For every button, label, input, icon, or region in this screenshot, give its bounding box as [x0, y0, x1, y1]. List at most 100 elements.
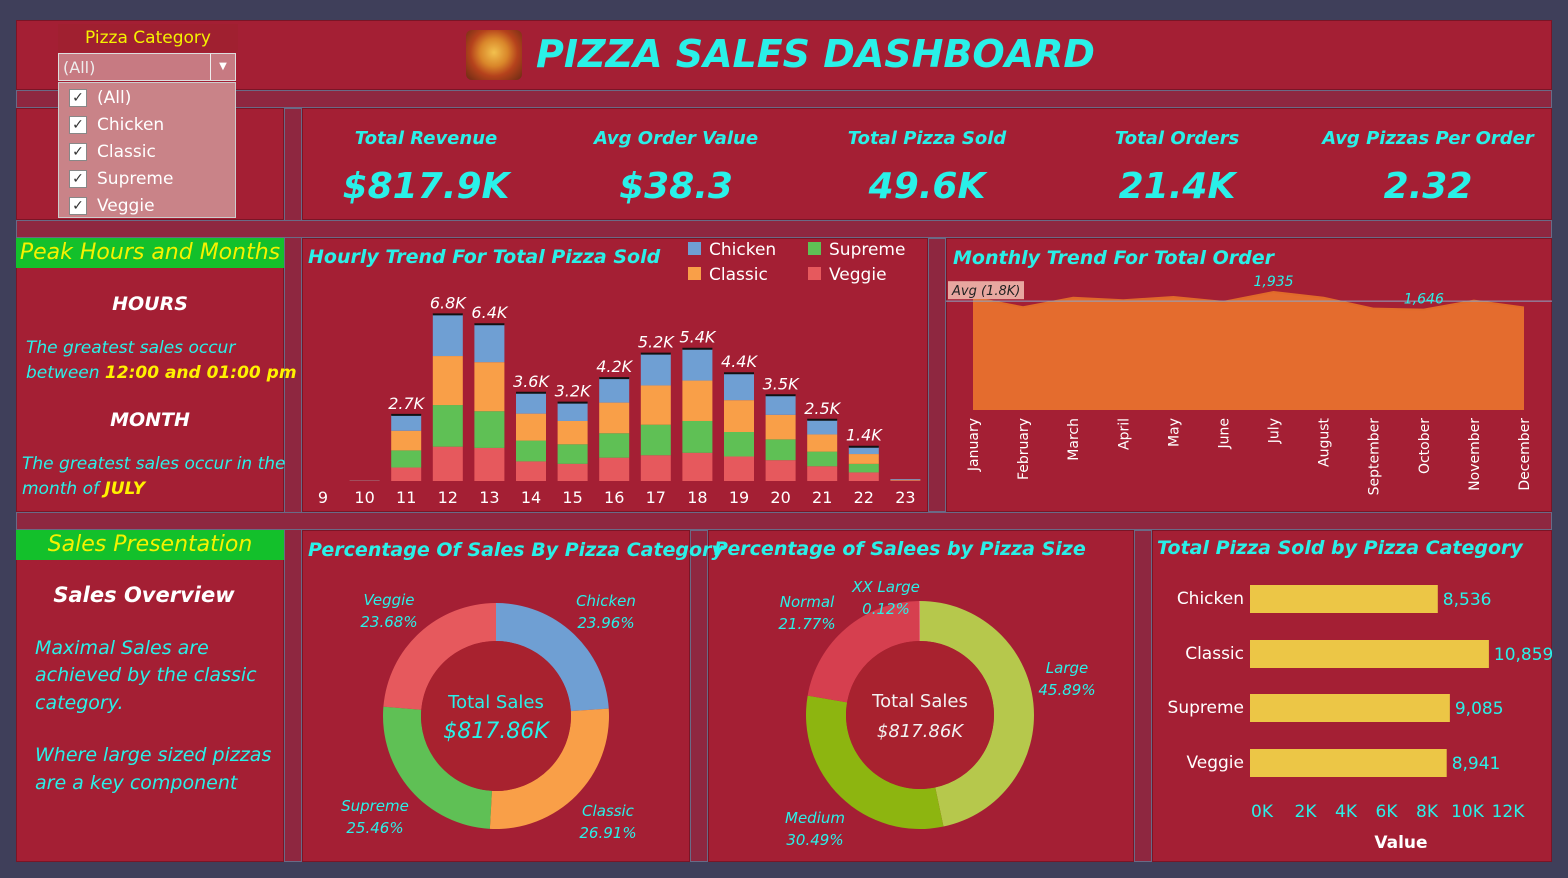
- category-donut-title: Percentage Of Sales By Pizza Category: [308, 539, 724, 561]
- slice-name-label: Veggie: [363, 591, 414, 609]
- kpi-panel: [302, 108, 1552, 220]
- header-panel: [16, 20, 1552, 90]
- filter-select[interactable]: (All) ▼: [58, 53, 236, 81]
- bar-segment-chicken: [807, 419, 838, 435]
- hourly-chart-title: Hourly Trend For Total Pizza Sold: [308, 246, 661, 268]
- page-title: PIZZA SALES DASHBOARD: [536, 32, 1095, 76]
- legend-item-veggie[interactable]: Veggie: [808, 265, 887, 285]
- checkbox-checked-icon[interactable]: ✓: [69, 88, 87, 107]
- x-axis-label: Value: [1374, 833, 1427, 853]
- bar-value-label: 9,085: [1455, 699, 1504, 719]
- bar-total-label: 2.5K: [804, 399, 841, 418]
- pizza-logo-icon: [466, 30, 522, 80]
- kpi-avg-pizzas-label: Avg Pizzas Per Order: [1322, 128, 1534, 149]
- bar-segment-veggie: [682, 452, 713, 481]
- x-tick-label: 0K: [1251, 802, 1274, 822]
- bar-segment-chicken: [724, 373, 754, 401]
- category-donut-chart: Total Sales $817.86K Chicken 23.96% Classic 2…: [341, 591, 637, 842]
- donut-slice-medium: [806, 695, 944, 829]
- donut-center-label: Total Sales: [447, 692, 544, 713]
- donut-center: [421, 641, 571, 791]
- x-tick-label: 20: [770, 488, 790, 507]
- kpi-separator: [16, 220, 1552, 238]
- x-tick-label: 12K: [1492, 802, 1526, 822]
- slice-value-label: 30.49%: [786, 831, 843, 849]
- legend-swatch-icon: [688, 242, 701, 255]
- bar-segment-veggie: [599, 457, 630, 481]
- slice-value-label: 45.89%: [1038, 681, 1095, 699]
- bar-segment-supreme: [599, 433, 630, 458]
- slice-name-label: Supreme: [341, 797, 409, 815]
- month-tick-label: October: [1417, 418, 1433, 474]
- bar-total-label: 4.2K: [596, 357, 633, 376]
- kpi-total-orders-label: Total Orders: [1114, 128, 1240, 149]
- donut-center: [846, 641, 994, 789]
- kpi-total-orders-value: 21.4K: [1118, 166, 1236, 207]
- legend-item-classic[interactable]: Classic: [688, 265, 768, 285]
- hourly-legend: Chicken Supreme Classic Veggie: [688, 240, 918, 290]
- bar-chicken: [1250, 585, 1438, 613]
- hours-title: HOURS: [112, 293, 188, 315]
- bar-total-label: 5.2K: [638, 333, 675, 352]
- bar-segment-classic: [640, 385, 671, 425]
- legend-item-supreme[interactable]: Supreme: [808, 240, 905, 260]
- bar-segment-chicken: [391, 414, 422, 431]
- x-tick-label: 17: [646, 488, 666, 507]
- checkbox-checked-icon[interactable]: ✓: [69, 169, 87, 188]
- legend-swatch-icon: [808, 242, 821, 255]
- bar-segment-chicken: [890, 479, 921, 480]
- kpi-avg-pizzas-value: 2.32: [1383, 166, 1473, 207]
- hours-text-2: between 12:00 and 01:00 pm: [26, 363, 297, 383]
- filter-option-supreme[interactable]: ✓ Supreme: [59, 165, 235, 192]
- slice-value-label: 23.68%: [360, 613, 417, 631]
- category-filter: Pizza Category (All) ▼ ✓ (All) ✓ Chicken ✓…: [58, 24, 238, 220]
- bar-segment-supreme: [724, 432, 754, 457]
- slice-value-label: 25.46%: [346, 819, 403, 837]
- checkbox-checked-icon[interactable]: ✓: [69, 115, 87, 134]
- bar-segment-chicken: [516, 392, 546, 414]
- x-tick-label: 10: [354, 488, 374, 507]
- bar-segment-supreme: [765, 439, 796, 461]
- x-tick-label: 10K: [1451, 802, 1485, 822]
- kpi-pizza-sold-label: Total Pizza Sold: [847, 128, 1007, 149]
- bar-segment-chicken: [765, 395, 796, 415]
- slice-value-label: 23.96%: [577, 614, 634, 632]
- donut-center-label: Total Sales: [871, 691, 968, 712]
- bar-value-label: 8,536: [1443, 590, 1492, 610]
- x-tick-label: 9: [318, 488, 328, 507]
- bar-segment-supreme: [557, 444, 588, 464]
- filter-option-all[interactable]: ✓ (All): [59, 84, 235, 111]
- bar-veggie: [1250, 749, 1447, 777]
- peak-header: Peak Hours and Months: [16, 238, 284, 268]
- checkbox-checked-icon[interactable]: ✓: [69, 142, 87, 161]
- hourly-chart: 9 10 2.7K 11 6.8K 12 6.4K 13 3.6K 14 3.2K 15 4.2K 16 5…: [318, 293, 921, 507]
- filter-option-classic[interactable]: ✓ Classic: [59, 138, 235, 165]
- bar-segment-veggie: [432, 446, 463, 481]
- kpi-avg-order-label: Avg Order Value: [593, 128, 759, 149]
- middle-separator: [16, 512, 1552, 530]
- x-tick-label: 21: [812, 488, 832, 507]
- filter-option-veggie[interactable]: ✓ Veggie: [59, 192, 235, 219]
- bar-value-label: 10,859: [1494, 645, 1552, 665]
- bar-segment-supreme: [516, 440, 546, 462]
- x-tick-label: 16: [604, 488, 624, 507]
- bar-segment-classic: [807, 434, 838, 452]
- bar-segment-supreme: [432, 405, 463, 447]
- legend-swatch-icon: [808, 267, 821, 280]
- legend-item-chicken[interactable]: Chicken: [688, 240, 776, 260]
- filter-label: Pizza Category: [58, 24, 238, 52]
- month-tick-label: November: [1467, 418, 1483, 491]
- filter-option-chicken[interactable]: ✓ Chicken: [59, 111, 235, 138]
- month-tick-label: June: [1216, 418, 1232, 450]
- bar-segment-classic: [432, 356, 463, 406]
- bar-segment-veggie: [516, 461, 546, 481]
- checkbox-checked-icon[interactable]: ✓: [69, 196, 87, 215]
- bar-segment-classic: [848, 454, 879, 464]
- hours-text-1: The greatest sales occur: [26, 338, 236, 358]
- bar-total-label: 3.2K: [555, 382, 592, 401]
- bar-classic: [1250, 640, 1489, 668]
- x-tick-label: 13: [479, 488, 499, 507]
- x-tick-label: 6K: [1376, 802, 1399, 822]
- chevron-down-icon[interactable]: ▼: [210, 54, 235, 80]
- bar-total-label: 3.5K: [763, 374, 800, 393]
